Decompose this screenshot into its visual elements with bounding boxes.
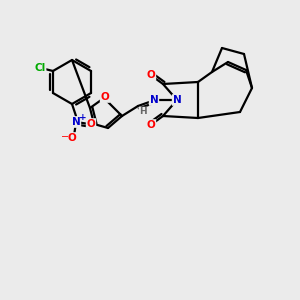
Text: N: N [172, 95, 182, 105]
Text: O: O [147, 70, 155, 80]
Text: N: N [150, 95, 158, 105]
Text: O: O [100, 92, 109, 102]
Text: −: − [61, 132, 69, 142]
Text: +: + [79, 112, 87, 122]
Text: O: O [147, 120, 155, 130]
Text: N: N [72, 117, 80, 127]
Text: H: H [139, 107, 147, 116]
Text: O: O [87, 119, 95, 129]
Text: Cl: Cl [34, 63, 46, 73]
Text: O: O [68, 133, 76, 143]
